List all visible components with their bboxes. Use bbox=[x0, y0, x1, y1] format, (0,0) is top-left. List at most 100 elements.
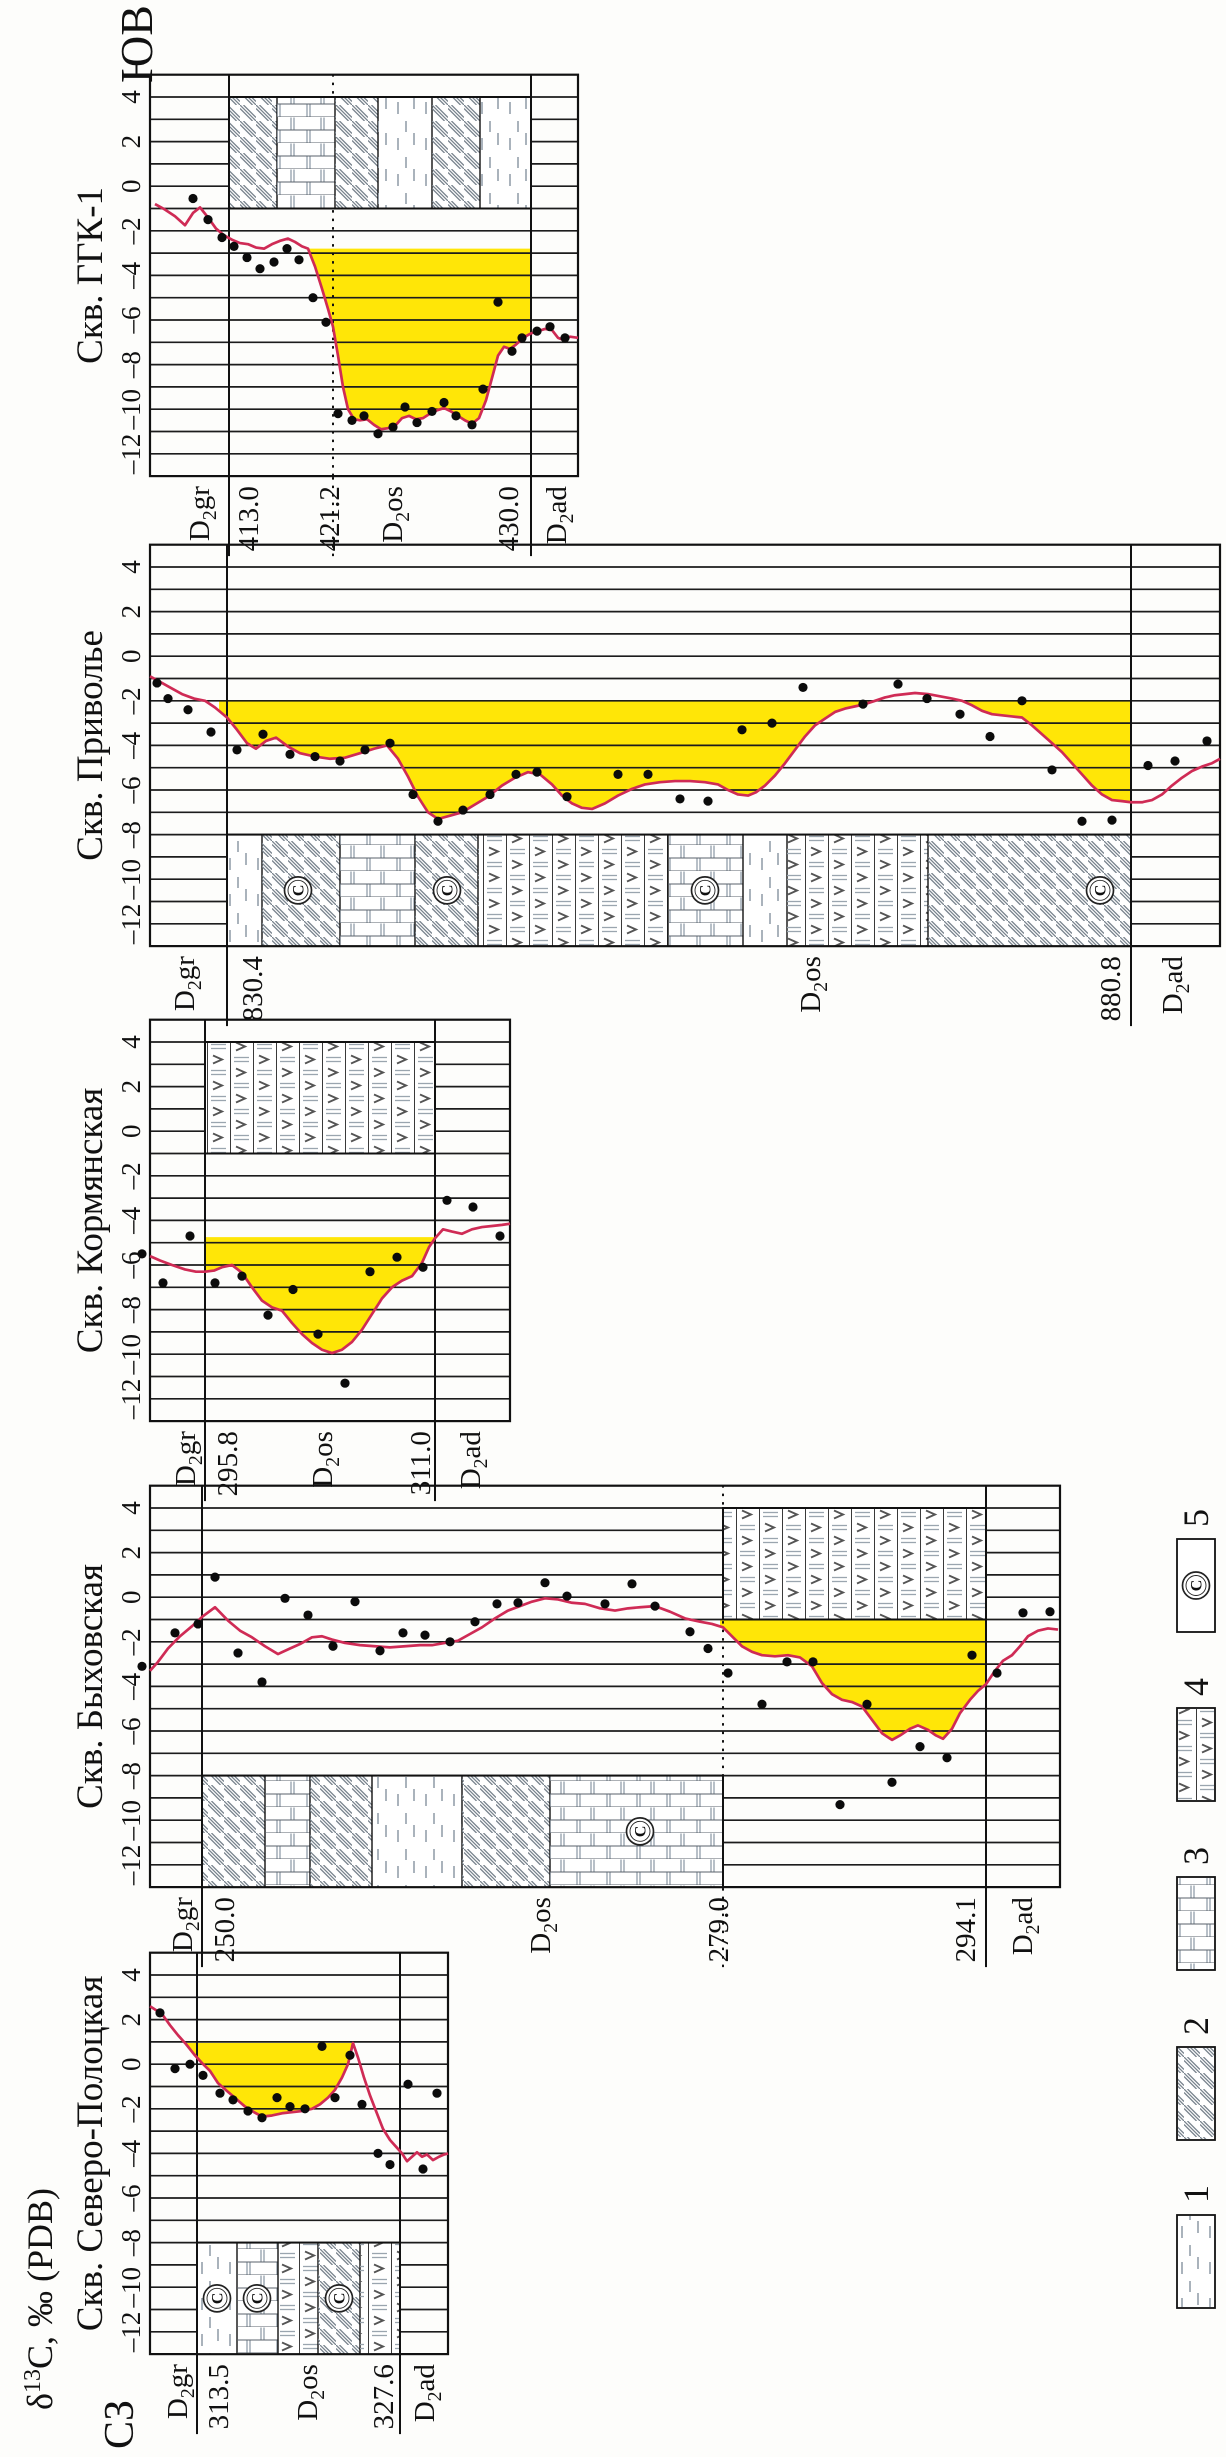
depth-label: 327.6 bbox=[368, 2364, 400, 2429]
sample-point bbox=[470, 1617, 480, 1627]
sample-point bbox=[272, 2093, 282, 2103]
lithology-segment-brick bbox=[277, 97, 335, 209]
isotope-curve bbox=[149, 2005, 449, 2163]
sample-point bbox=[627, 1579, 637, 1589]
sample-point bbox=[258, 729, 268, 739]
depth-label: 311.0 bbox=[405, 1431, 437, 1495]
legend-pattern-brick bbox=[1178, 1878, 1214, 1969]
organic-carbon-symbol bbox=[1181, 1571, 1211, 1600]
lithology-segment-dash bbox=[227, 834, 262, 947]
sample-point bbox=[152, 678, 162, 688]
axis-tick-label: 4 bbox=[116, 560, 146, 574]
axis-tick-label: –8 bbox=[116, 351, 146, 379]
lithology-segment-hatch bbox=[335, 97, 378, 209]
sample-point bbox=[170, 2064, 180, 2074]
stage-label: D2os bbox=[377, 486, 414, 543]
sample-point bbox=[229, 241, 239, 252]
sample-point bbox=[365, 1267, 375, 1277]
sample-point bbox=[1143, 760, 1153, 771]
sample-point bbox=[1170, 756, 1180, 766]
sample-point bbox=[545, 322, 555, 332]
sample-point bbox=[562, 792, 572, 802]
excursion-fill bbox=[184, 2043, 353, 2117]
stage-label: D2os bbox=[525, 1897, 562, 1954]
sample-point bbox=[193, 1619, 203, 1629]
sample-point bbox=[427, 406, 437, 417]
axis-tick-label: –8 bbox=[116, 2229, 146, 2257]
sample-point bbox=[1047, 765, 1057, 775]
sample-point bbox=[198, 2070, 208, 2080]
panel-Скв.-Приволье: –12–10 –8 –6 –4 –2 0 2 4 Скв. Приволье D2gr 830.4 D… bbox=[70, 543, 1222, 1027]
stage-label: D2ad bbox=[1007, 1897, 1044, 1956]
axis-tick-label: –12 bbox=[116, 1845, 146, 1887]
sample-point bbox=[335, 756, 345, 766]
sample-point bbox=[643, 769, 653, 779]
sample-point bbox=[495, 1231, 505, 1241]
depth-label: 430.0 bbox=[493, 486, 525, 551]
sample-point bbox=[313, 1329, 323, 1339]
sample-point bbox=[418, 1262, 428, 1272]
excursion-fill bbox=[961, 700, 1131, 803]
sample-point bbox=[432, 2088, 442, 2098]
legend: 1 2 3 4 5 bbox=[1176, 1509, 1216, 2309]
depth-label: 880.8 bbox=[1095, 956, 1127, 1021]
sample-point bbox=[1077, 816, 1087, 826]
axis-tick-label: –10 bbox=[116, 389, 146, 431]
axis-tick-label: –12 bbox=[116, 2312, 146, 2354]
organic-carbon-symbol bbox=[242, 2284, 272, 2313]
sample-point bbox=[737, 725, 747, 735]
organic-carbon-symbol bbox=[1085, 875, 1115, 905]
sample-point bbox=[188, 193, 198, 204]
organic-carbon-symbol bbox=[432, 875, 462, 905]
depth-label: 295.8 bbox=[212, 1431, 244, 1496]
sample-point bbox=[685, 1627, 695, 1637]
sample-point bbox=[942, 1753, 952, 1763]
sample-point bbox=[228, 2095, 238, 2105]
stage-label: D2gr bbox=[162, 2364, 199, 2419]
lithology-segment-dash bbox=[743, 834, 787, 947]
sample-point bbox=[1017, 696, 1027, 706]
lithology-segment-brick bbox=[265, 1775, 310, 1888]
stage-label: D2ad bbox=[1157, 956, 1194, 1015]
sample-point bbox=[808, 1657, 818, 1667]
axis-tick-label: 0 bbox=[116, 179, 146, 193]
axis-tick-label: 0 bbox=[116, 1590, 146, 1604]
axis-tick-label: –10 bbox=[116, 1334, 146, 1376]
legend-number: 3 bbox=[1176, 1847, 1216, 1865]
lithology-segment-v bbox=[787, 834, 928, 947]
sample-point bbox=[1202, 736, 1212, 746]
sample-point bbox=[703, 1643, 713, 1654]
sample-point bbox=[282, 244, 292, 254]
panel-Скв.-Кормянская: –12–10 –8 –6 –4 –2 0 2 4 Скв. Кормянская D2gr 295.… bbox=[70, 1018, 512, 1502]
organic-carbon-symbol bbox=[625, 1816, 655, 1846]
legend-number: 2 bbox=[1176, 2017, 1216, 2035]
sample-point bbox=[288, 1284, 298, 1295]
sample-point bbox=[163, 693, 173, 704]
sample-point bbox=[285, 749, 295, 759]
axis-tick-label: 2 bbox=[116, 1546, 146, 1560]
panel-title: Скв. Северо-Полоцкая bbox=[70, 1976, 111, 2332]
axis-tick-label: 2 bbox=[116, 2013, 146, 2027]
sample-point bbox=[294, 255, 304, 265]
lithology-column-frame bbox=[722, 1507, 987, 1621]
axis-tick-label: –4 bbox=[116, 2139, 146, 2168]
sample-point bbox=[359, 411, 369, 421]
lithology-column-frame bbox=[201, 1774, 724, 1889]
sample-point bbox=[233, 1648, 243, 1658]
sample-point bbox=[887, 1777, 897, 1787]
sample-point bbox=[388, 422, 398, 432]
axis-tick-label: 0 bbox=[116, 2057, 146, 2071]
sample-point bbox=[458, 805, 468, 815]
panel-title: Скв. Кормянская bbox=[70, 1088, 111, 1353]
sample-point bbox=[858, 699, 868, 709]
axis-tick-label: –10 bbox=[116, 1800, 146, 1842]
sample-point bbox=[403, 2079, 413, 2089]
axis-tick-label: –2 bbox=[116, 1628, 146, 1656]
lithology-segment-v bbox=[723, 1508, 986, 1620]
depth-label: 279.0 bbox=[703, 1897, 735, 1962]
sample-point bbox=[345, 2050, 355, 2060]
lithology-segment-brick bbox=[340, 834, 415, 947]
sample-point bbox=[285, 2101, 295, 2112]
axis-tick-label: 2 bbox=[116, 1080, 146, 1094]
